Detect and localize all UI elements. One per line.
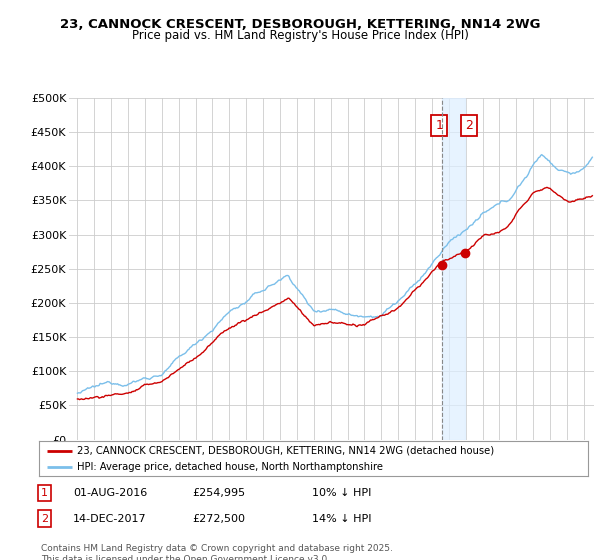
Text: 2: 2 [41, 514, 48, 524]
Text: 2: 2 [465, 119, 473, 132]
Text: 1: 1 [41, 488, 48, 498]
Text: HPI: Average price, detached house, North Northamptonshire: HPI: Average price, detached house, Nort… [77, 461, 383, 472]
Text: 1: 1 [436, 119, 443, 132]
Text: 10% ↓ HPI: 10% ↓ HPI [312, 488, 371, 498]
Text: 23, CANNOCK CRESCENT, DESBOROUGH, KETTERING, NN14 2WG (detached house): 23, CANNOCK CRESCENT, DESBOROUGH, KETTER… [77, 446, 494, 456]
Text: Contains HM Land Registry data © Crown copyright and database right 2025.
This d: Contains HM Land Registry data © Crown c… [41, 544, 392, 560]
Text: £254,995: £254,995 [192, 488, 245, 498]
Text: 14-DEC-2017: 14-DEC-2017 [73, 514, 147, 524]
Text: Price paid vs. HM Land Registry's House Price Index (HPI): Price paid vs. HM Land Registry's House … [131, 29, 469, 42]
Text: £272,500: £272,500 [192, 514, 245, 524]
Text: 14% ↓ HPI: 14% ↓ HPI [312, 514, 371, 524]
Text: 01-AUG-2016: 01-AUG-2016 [73, 488, 148, 498]
Text: 23, CANNOCK CRESCENT, DESBOROUGH, KETTERING, NN14 2WG: 23, CANNOCK CRESCENT, DESBOROUGH, KETTER… [60, 18, 540, 31]
Bar [442, 98, 465, 440]
